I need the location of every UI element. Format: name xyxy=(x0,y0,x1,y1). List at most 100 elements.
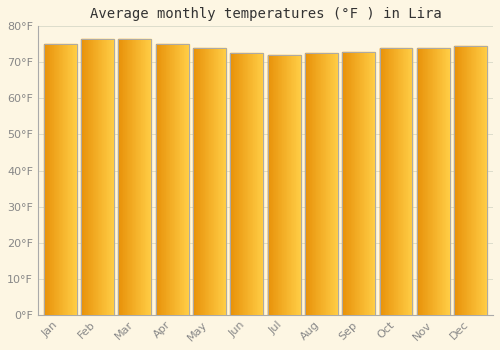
Bar xyxy=(215,48,216,315)
Bar xyxy=(208,48,210,315)
Bar xyxy=(62,44,64,315)
Bar xyxy=(193,48,194,315)
Bar xyxy=(475,46,476,315)
Bar xyxy=(454,46,487,315)
Bar xyxy=(288,55,289,315)
Bar xyxy=(163,44,164,315)
Bar xyxy=(461,46,462,315)
Bar xyxy=(234,53,236,315)
Bar xyxy=(118,39,151,315)
Bar xyxy=(374,51,375,315)
Bar xyxy=(81,39,82,315)
Bar xyxy=(240,53,241,315)
Bar xyxy=(422,48,424,315)
Bar xyxy=(474,46,475,315)
Bar xyxy=(477,46,478,315)
Bar xyxy=(417,48,450,315)
Bar xyxy=(282,55,284,315)
Bar xyxy=(327,53,328,315)
Bar xyxy=(230,53,231,315)
Bar xyxy=(120,39,121,315)
Bar xyxy=(430,48,431,315)
Bar xyxy=(286,55,288,315)
Bar xyxy=(299,55,300,315)
Bar xyxy=(136,39,138,315)
Bar xyxy=(484,46,486,315)
Bar xyxy=(465,46,466,315)
Bar xyxy=(200,48,201,315)
Bar xyxy=(436,48,438,315)
Bar xyxy=(56,44,57,315)
Bar xyxy=(368,51,370,315)
Bar xyxy=(448,48,449,315)
Bar xyxy=(236,53,237,315)
Bar xyxy=(456,46,458,315)
Bar xyxy=(194,48,196,315)
Bar xyxy=(394,48,395,315)
Bar xyxy=(358,51,360,315)
Bar xyxy=(71,44,72,315)
Bar xyxy=(146,39,147,315)
Bar xyxy=(363,51,364,315)
Bar xyxy=(94,39,95,315)
Bar xyxy=(290,55,292,315)
Bar xyxy=(160,44,162,315)
Bar xyxy=(366,51,367,315)
Bar xyxy=(322,53,323,315)
Bar xyxy=(364,51,366,315)
Bar xyxy=(268,55,270,315)
Bar xyxy=(122,39,124,315)
Bar xyxy=(356,51,357,315)
Bar xyxy=(354,51,356,315)
Bar xyxy=(74,44,75,315)
Bar xyxy=(75,44,76,315)
Bar xyxy=(357,51,358,315)
Bar xyxy=(130,39,132,315)
Bar xyxy=(198,48,199,315)
Bar xyxy=(360,51,361,315)
Bar xyxy=(184,44,186,315)
Bar xyxy=(238,53,240,315)
Bar xyxy=(98,39,99,315)
Bar xyxy=(173,44,174,315)
Bar xyxy=(96,39,98,315)
Bar xyxy=(201,48,202,315)
Bar xyxy=(417,48,418,315)
Bar xyxy=(446,48,448,315)
Bar xyxy=(408,48,409,315)
Bar xyxy=(295,55,296,315)
Bar xyxy=(346,51,347,315)
Bar xyxy=(248,53,249,315)
Bar xyxy=(449,48,450,315)
Bar xyxy=(181,44,182,315)
Bar xyxy=(284,55,285,315)
Bar xyxy=(168,44,169,315)
Bar xyxy=(156,44,188,315)
Bar xyxy=(126,39,128,315)
Bar xyxy=(156,44,158,315)
Bar xyxy=(404,48,405,315)
Bar xyxy=(172,44,173,315)
Bar xyxy=(247,53,248,315)
Bar xyxy=(324,53,326,315)
Bar xyxy=(134,39,135,315)
Bar xyxy=(444,48,445,315)
Bar xyxy=(125,39,126,315)
Bar xyxy=(204,48,206,315)
Bar xyxy=(174,44,176,315)
Bar xyxy=(411,48,412,315)
Bar xyxy=(455,46,456,315)
Bar xyxy=(72,44,74,315)
Bar xyxy=(47,44,48,315)
Bar xyxy=(170,44,172,315)
Bar xyxy=(176,44,177,315)
Bar xyxy=(110,39,112,315)
Bar xyxy=(187,44,188,315)
Bar xyxy=(334,53,336,315)
Bar xyxy=(231,53,232,315)
Bar xyxy=(162,44,163,315)
Bar xyxy=(48,44,50,315)
Bar xyxy=(276,55,278,315)
Bar xyxy=(329,53,330,315)
Bar xyxy=(197,48,198,315)
